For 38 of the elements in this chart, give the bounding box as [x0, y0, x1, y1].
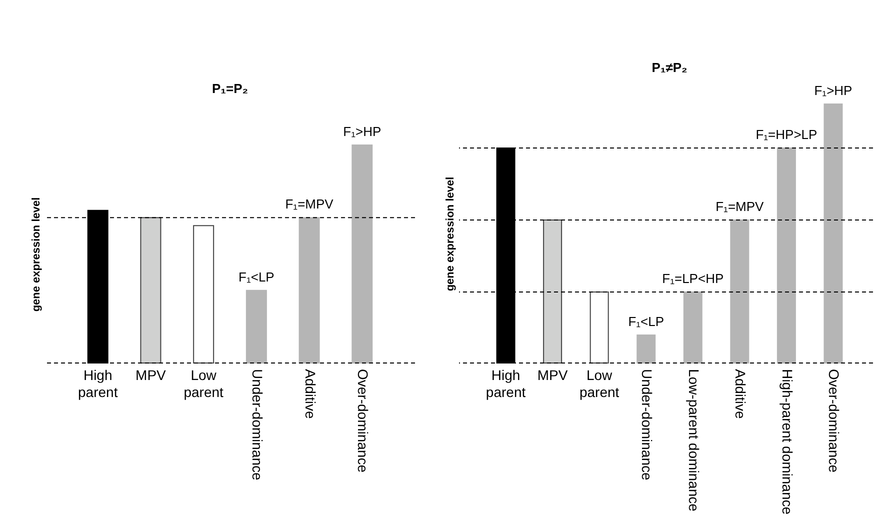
annotation: F₁>HP [343, 124, 382, 139]
annotation: F₁=MPV [285, 196, 334, 212]
y-axis-title: gene expression level [30, 197, 42, 312]
bar [352, 144, 373, 364]
bar [824, 104, 843, 364]
x-tick-label: Over-dominance [826, 369, 842, 473]
x-tick-label: High parent [486, 367, 526, 400]
x-tick-label: Additive [302, 369, 318, 420]
x-tick-label: High parent [78, 367, 118, 400]
chart-title: P₁≠P₂ [652, 60, 688, 75]
y-axis-title: gene expression level [444, 176, 456, 292]
bar [730, 220, 750, 364]
x-tick-label: Under-dominance [249, 369, 266, 480]
annotation: F₁=HP>LP [756, 127, 818, 142]
chart-title: P₁=P₂ [212, 81, 248, 96]
x-tick-label: Low parent [184, 367, 224, 400]
annotation: F₁>HP [814, 83, 852, 98]
annotation: F₁<LP [238, 269, 274, 284]
bar [193, 225, 214, 364]
bar [590, 292, 609, 364]
x-tick-label: High-parent dominance [779, 369, 796, 515]
x-tick-label: Low-parent dominance [686, 369, 702, 512]
annotation: F₁=MPV [716, 199, 764, 214]
x-tick-label: Under-dominance [639, 369, 656, 480]
x-tick-label: MPV [136, 367, 167, 383]
x-tick-label: Additive [732, 369, 749, 420]
x-tick-label: Low parent [579, 367, 620, 400]
bar [140, 217, 162, 364]
annotation: F₁<LP [628, 314, 664, 330]
bar [636, 334, 656, 364]
bar [298, 217, 320, 364]
x-tick-label: MPV [537, 367, 568, 383]
x-tick-label: Over-dominance [355, 369, 372, 473]
bar [246, 290, 267, 364]
bar [776, 148, 796, 364]
bar [683, 292, 702, 364]
bar [543, 220, 562, 364]
annotation: F₁=LP<HP [662, 271, 724, 286]
